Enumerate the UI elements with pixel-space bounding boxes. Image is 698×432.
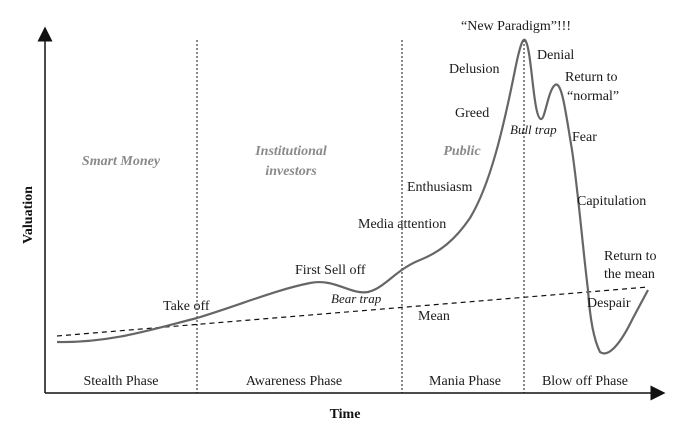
y-axis-title: Valuation (21, 186, 36, 244)
label-denial: Denial (537, 48, 574, 63)
group-institutional-line1: Institutional (254, 144, 327, 159)
label-media-attention: Media attention (358, 217, 446, 232)
label-take-off: Take off (163, 299, 210, 314)
label-enthusiasm: Enthusiasm (407, 180, 472, 195)
label-fear: Fear (572, 130, 597, 145)
label-return-normal-line1: Return to (565, 70, 618, 85)
phase-stealth: Stealth Phase (83, 374, 158, 389)
x-axis-title: Time (330, 407, 361, 422)
phase-mania: Mania Phase (429, 374, 501, 389)
label-return-mean-line1: Return to (604, 249, 657, 264)
phase-blow-off: Blow off Phase (542, 374, 628, 389)
label-greed: Greed (455, 106, 489, 121)
valuation-curve (56, 38, 649, 355)
label-return-mean-line2: the mean (604, 267, 655, 282)
label-delusion: Delusion (449, 62, 500, 77)
label-return-normal-line2: “normal” (567, 89, 619, 104)
label-mean: Mean (418, 309, 450, 324)
group-public: Public (443, 144, 481, 159)
label-first-sell-off: First Sell off (295, 263, 366, 278)
label-capitulation: Capitulation (577, 194, 646, 209)
label-new-paradigm: “New Paradigm”!!! (461, 19, 571, 34)
label-bear-trap: Bear trap (331, 291, 382, 306)
label-bull-trap: Bull trap (510, 122, 557, 137)
group-smart-money: Smart Money (82, 154, 161, 169)
phase-awareness: Awareness Phase (246, 374, 342, 389)
label-despair: Despair (587, 296, 631, 311)
group-institutional-line2: investors (265, 164, 317, 179)
